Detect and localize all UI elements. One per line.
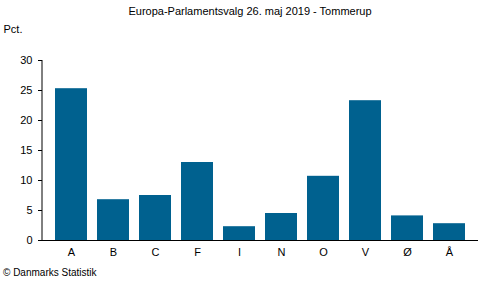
svg-text:I: I: [238, 246, 241, 258]
svg-text:0: 0: [26, 234, 32, 246]
svg-text:10: 10: [20, 174, 32, 186]
svg-text:Pct.: Pct.: [4, 23, 23, 35]
svg-text:B: B: [110, 246, 117, 258]
html-text:© Danmarks Statistik: © Danmarks Statistik: [3, 267, 97, 278]
svg-text:15: 15: [20, 144, 32, 156]
svg-text:5: 5: [26, 204, 32, 216]
svg-text:Å: Å: [446, 246, 454, 258]
svg-text:C: C: [152, 246, 160, 258]
svg-text:A: A: [68, 246, 76, 258]
svg-text:25: 25: [20, 84, 32, 96]
svg-text:Ø: Ø: [403, 246, 412, 258]
svg-text:N: N: [278, 246, 286, 258]
svg-text:V: V: [362, 246, 370, 258]
svg-text:20: 20: [20, 114, 32, 126]
html-text:Europa-Parlamentsvalg 26. maj: Europa-Parlamentsvalg 26. maj 2019 - Tom…: [128, 5, 372, 17]
svg-text:O: O: [319, 246, 328, 258]
svg-text:F: F: [194, 246, 201, 258]
svg-text:30: 30: [20, 54, 32, 66]
